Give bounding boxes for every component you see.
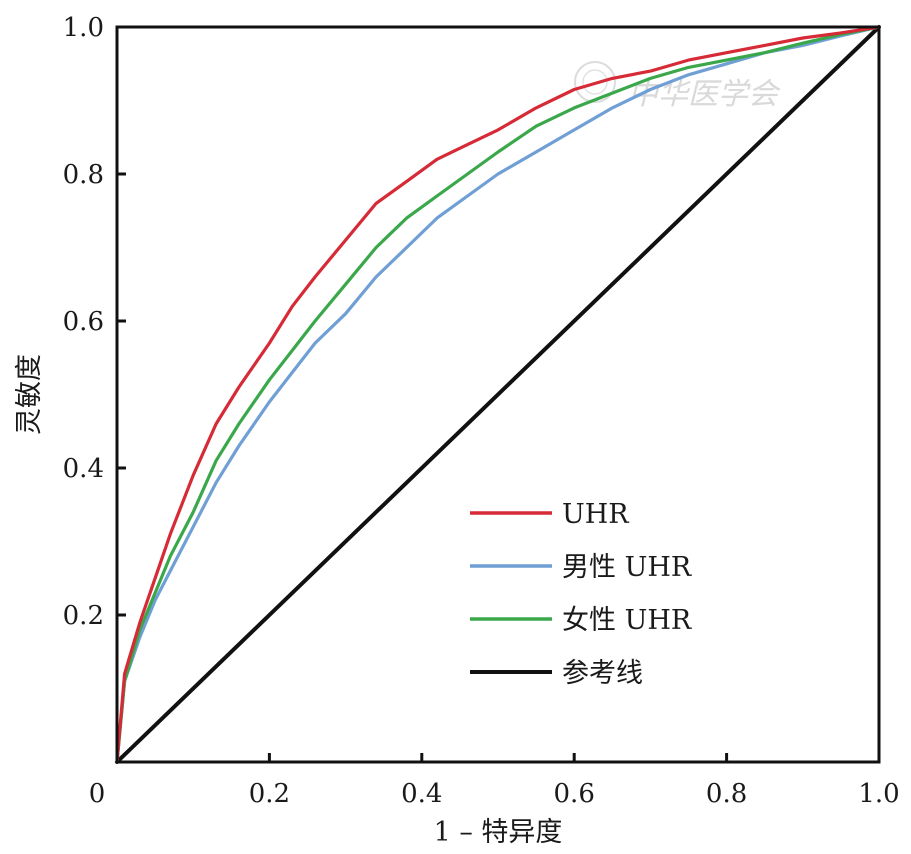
- x-axis-title: 1 – 特异度: [434, 817, 563, 848]
- series-layer: [115, 25, 881, 764]
- watermark-seal-inner: [582, 69, 608, 95]
- y-tick-label-2: 0.6: [63, 307, 104, 337]
- legend-label-3: 参考线: [562, 658, 643, 689]
- series-line-3: [115, 25, 881, 764]
- watermark-seal-icon: [574, 61, 616, 103]
- y-tick-label-3: 0.8: [63, 160, 104, 190]
- x-tick-label-3: 0.6: [554, 779, 595, 809]
- y-tick-label-1: 0.4: [63, 454, 104, 484]
- legend: UHR 男性 UHR 女性 UHR 参考线: [470, 499, 692, 689]
- y-tick-label-0: 0.2: [63, 601, 104, 631]
- x-tick-label-2: 0.4: [401, 779, 442, 809]
- x-tick-label-1: 0.2: [249, 779, 290, 809]
- x-tick-label-0: 0: [89, 779, 106, 809]
- series-line-0: [115, 25, 881, 764]
- watermark: 中华医学会: [574, 61, 781, 112]
- series-line-2: [115, 25, 881, 764]
- plot-frame: [115, 25, 881, 764]
- x-tick-label-4: 0.8: [706, 779, 747, 809]
- watermark-text: 中华医学会: [628, 77, 781, 112]
- legend-label-2: 女性 UHR: [562, 605, 692, 636]
- x-tick-label-5: 1.0: [858, 779, 899, 809]
- y-tick-label-4: 1.0: [63, 13, 104, 43]
- y-axis-title: 灵敏度: [14, 354, 45, 435]
- series-line-1: [115, 25, 881, 764]
- legend-label-0: UHR: [562, 499, 629, 530]
- axis-ticks: 0 0.2 0.4 0.6 0.8 1.0 0.2 0.4 0.6 0.8 1.0: [63, 13, 900, 809]
- legend-label-1: 男性 UHR: [562, 552, 692, 583]
